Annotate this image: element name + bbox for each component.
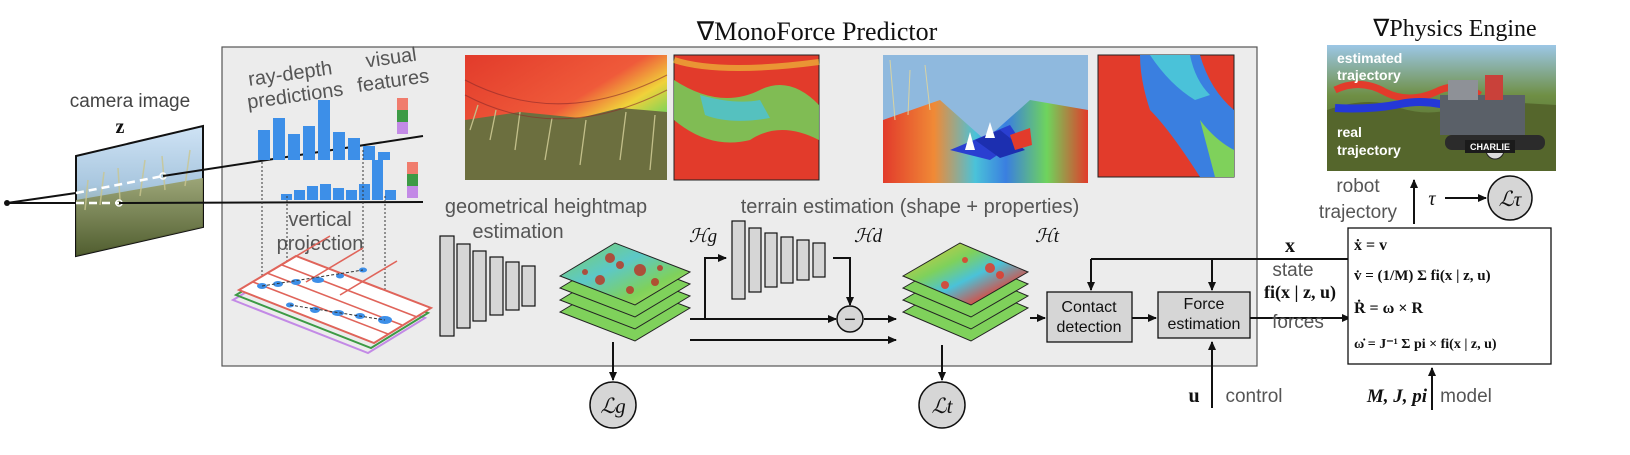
- contact-detection-line2: detection: [1057, 319, 1122, 336]
- force-estimation-block: [1157, 291, 1251, 339]
- camera-image-label: camera image: [70, 91, 190, 112]
- ground-grid: [230, 235, 434, 355]
- ray-line-upper-dashed: [75, 174, 164, 195]
- state-label: state: [1272, 260, 1313, 281]
- camera-symbol: z: [116, 116, 125, 138]
- photo-estimated-line2: trajectory: [1337, 67, 1401, 83]
- equation-3: Ṙ = ω × R: [1354, 298, 1423, 317]
- loss-lg: ℒg: [589, 381, 637, 429]
- forces-expression: fi(x | z, u): [1264, 282, 1336, 303]
- histogram-bar: [348, 138, 360, 160]
- terrain-encoder-network: [731, 220, 826, 300]
- contact-detection-block: [1046, 291, 1133, 343]
- terrain-heightmap-2: [1097, 54, 1235, 178]
- model-label: model: [1440, 386, 1492, 407]
- equation-2: v̇ = (1/M) Σ fi(x | z, u): [1354, 268, 1491, 284]
- symbol-ht: ℋt: [1035, 226, 1060, 247]
- ray-line-upper: [6, 192, 77, 204]
- visual-feature-vector-lower: [407, 162, 418, 198]
- histogram-bar: [273, 118, 285, 160]
- geometric-heightmap-stack: [558, 242, 692, 342]
- encoder-layer: [764, 232, 778, 288]
- robot-photo: CHARLIE estimated trajectory real trajec…: [1327, 45, 1556, 171]
- vertical-projection-label-line1: vertical: [288, 209, 351, 231]
- histogram-bar: [363, 146, 375, 160]
- encoder-layer: [748, 227, 762, 293]
- histogram-bar: [372, 160, 383, 200]
- encoder-layer: [439, 235, 455, 337]
- histogram-bar: [378, 152, 390, 160]
- terrain-render-2: [883, 55, 1088, 183]
- visual-feature-vector-upper: [397, 98, 408, 134]
- camera-image: [75, 124, 204, 258]
- forces-label: forces: [1272, 312, 1324, 333]
- terrain-render-1: [464, 55, 668, 180]
- geometric-label-line2: estimation: [472, 221, 563, 243]
- force-estimation-line2: estimation: [1168, 316, 1241, 333]
- model-params: M, J, pi: [1366, 386, 1428, 407]
- equation-4: ω̇ = J⁻¹ Σ pi × fi(x | z, u): [1354, 337, 1497, 352]
- loss-lg-symbol: ℒg: [600, 394, 626, 418]
- histogram-bar: [288, 134, 300, 160]
- equation-1: ẋ = v: [1354, 237, 1387, 254]
- contact-detection-line1: Contact: [1061, 299, 1117, 316]
- state-symbol: x: [1285, 235, 1295, 257]
- flow-arrows: [609, 254, 1157, 381]
- dynamics-equations-box: [1347, 227, 1552, 365]
- loss-lt-symbol: ℒt: [932, 394, 954, 418]
- geometric-label-line1: geometrical heightmap: [445, 196, 647, 218]
- robot-name-label: CHARLIE: [1470, 142, 1510, 152]
- symbol-hd: ℋd: [854, 226, 883, 247]
- histogram-bar: [294, 190, 305, 200]
- encoder-layer: [489, 256, 504, 316]
- force-estimation-line1: Force: [1184, 296, 1225, 313]
- subtract-node: [836, 305, 864, 333]
- encoder-layer: [472, 250, 487, 322]
- encoder-layer: [796, 239, 810, 281]
- vertical-projection-label-line2: projection: [277, 233, 364, 255]
- subtract-symbol: −: [844, 309, 856, 331]
- encoder-layer: [505, 261, 520, 311]
- state-feedback-arrows: [1087, 258, 1352, 408]
- histogram-bar: [318, 100, 330, 160]
- terrain-heightmap-1: [673, 54, 820, 181]
- loss-ltau: ℒτ: [1487, 175, 1533, 221]
- terrain-heightmap-stack: [901, 242, 1030, 342]
- histogram-bar: [320, 184, 331, 200]
- geometric-encoder-network: [439, 235, 536, 337]
- robot-trajectory-line1: robot: [1336, 176, 1380, 197]
- encoder-layer: [731, 220, 746, 300]
- photo-estimated-line1: estimated: [1337, 50, 1402, 66]
- histogram-bar: [333, 188, 344, 200]
- histogram-bar: [303, 126, 315, 160]
- loss-ltau-symbol: ℒτ: [1499, 187, 1523, 211]
- ray-depth-histogram-upper: [258, 100, 390, 160]
- engine-title: ∇Physics Engine: [1372, 16, 1536, 42]
- encoder-layer: [521, 265, 536, 307]
- encoder-layer: [456, 243, 471, 329]
- symbol-hg: ℋg: [689, 226, 717, 247]
- ray-line-lower-ext: [118, 201, 424, 204]
- histogram-bar: [359, 184, 370, 200]
- control-symbol: u: [1188, 385, 1199, 407]
- encoder-layer: [780, 236, 794, 284]
- predictor-title: ∇MonoForce Predictor: [696, 17, 938, 46]
- robot-trajectory-line2: trajectory: [1319, 202, 1398, 223]
- terrain-label: terrain estimation (shape + properties): [741, 196, 1080, 218]
- histogram-bar: [346, 190, 357, 200]
- control-label: control: [1225, 386, 1282, 407]
- histogram-bar: [333, 132, 345, 160]
- histogram-bar: [258, 130, 270, 160]
- tau-symbol: τ: [1428, 188, 1436, 210]
- encoder-layer: [812, 242, 826, 278]
- loss-lt: ℒt: [918, 381, 966, 429]
- histogram-bar: [385, 190, 396, 200]
- histogram-bar: [307, 186, 318, 200]
- photo-real-line2: trajectory: [1337, 142, 1401, 158]
- photo-real-line1: real: [1337, 124, 1362, 140]
